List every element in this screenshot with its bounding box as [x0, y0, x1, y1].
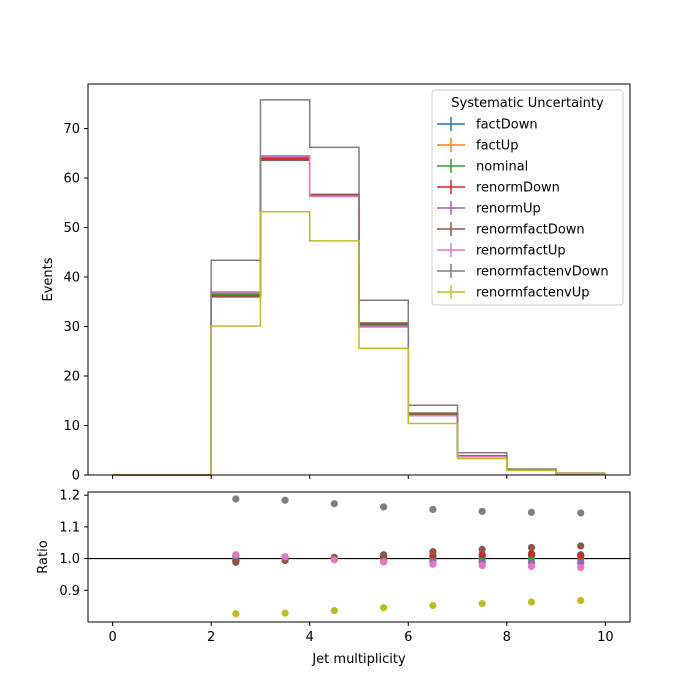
ratio-x-tick-label: 10	[597, 630, 614, 645]
events-y-tick-label: 50	[63, 221, 80, 236]
events-panel: 0 10 20 30 40 50 60 70 Events Systematic Uncert…	[41, 83, 631, 484]
events-y-tick-label: 0	[72, 469, 80, 484]
ratio-point-renormfactenvDown	[380, 503, 388, 511]
ratio-y-axis-label: Ratio	[36, 540, 51, 573]
ratio-point-renormfactenvUp	[281, 609, 289, 617]
ratio-point-renormfactDown	[429, 548, 437, 556]
ratio-x-tick-label: 4	[306, 630, 314, 645]
ratio-y-tick-label: 1.0	[59, 552, 80, 567]
ratio-point-renormfactDown	[527, 543, 536, 552]
legend-label: nominal	[476, 160, 528, 175]
ratio-y-tick-label: 0.9	[59, 584, 80, 599]
legend-label: renormfactenvDown	[476, 265, 609, 280]
ratio-point-renormfactenvUp	[527, 598, 536, 606]
ratio-point-renormfactenvDown	[577, 509, 585, 517]
ratio-x-tick-label: 0	[108, 630, 116, 645]
legend-box	[431, 89, 624, 306]
ratio-point-renormfactenvDown	[527, 508, 536, 516]
events-y-tick-label: 40	[63, 271, 80, 286]
histogram-renormfactenvUp	[112, 210, 606, 476]
legend-entry-factDown: factDown	[437, 117, 538, 133]
ratio-axes-frame	[87, 491, 631, 623]
ratio-point-renormfactenvDown	[281, 496, 289, 504]
x-axis-label: Jet multiplicity	[311, 652, 406, 667]
ratio-x-tick-label: 2	[207, 630, 215, 645]
ratio-point-renormfactUp	[232, 551, 240, 559]
ratio-y-tick-label: 1.1	[59, 520, 80, 535]
ratio-point-renormfactDown	[478, 545, 486, 553]
ratio-point-renormDown	[577, 552, 585, 560]
ratio-point-renormfactenvDown	[478, 507, 486, 515]
events-y-tick-label: 70	[63, 122, 80, 137]
ratio-point-renormfactUp	[478, 561, 486, 570]
ratio-point-renormfactenvUp	[232, 610, 240, 618]
legend-label: renormDown	[476, 181, 560, 196]
ratio-points	[232, 495, 585, 618]
ratio-point-renormfactDown	[577, 542, 585, 550]
legend-entry-nominal: nominal	[437, 159, 528, 175]
ratio-point-renormfactUp	[380, 558, 388, 566]
legend-entry-renormfactenvUp: renormfactenvUp	[437, 285, 590, 301]
legend-entry-renormUp: renormUp	[437, 201, 541, 217]
legend-label: renormUp	[476, 202, 541, 217]
events-y-tick-label: 10	[63, 419, 80, 434]
ratio-point-renormfactenvDown	[330, 500, 338, 508]
ratio-axis-ticks: 0 2 4 6 8 10 0.9 1.0 1.1 1.2	[59, 489, 613, 645]
ratio-point-renormDown	[527, 549, 536, 558]
ratio-point-renormfactenvUp	[330, 606, 338, 615]
legend-entry-factUp: factUp	[437, 138, 519, 154]
events-axis-ticks: 0 10 20 30 40 50 60 70	[63, 122, 606, 484]
ratio-point-renormfactenvUp	[429, 601, 437, 610]
legend-entry-renormfactenvDown: renormfactenvDown	[437, 264, 609, 280]
events-y-axis-label: Events	[41, 257, 56, 301]
ratio-point-renormfactUp	[577, 563, 585, 572]
ratio-point-renormfactenvDown	[232, 495, 240, 503]
legend-entries: factDown factUp nominal renormDown renormUp r…	[437, 117, 609, 301]
legend-label: factUp	[476, 139, 519, 154]
ratio-point-renormfactenvUp	[577, 596, 585, 605]
ratio-point-renormfactDown	[232, 558, 240, 566]
legend-label: factDown	[476, 118, 538, 133]
ratio-panel: 0 2 4 6 8 10 0.9 1.0 1.1 1.2 Ratio Jet multiplici…	[36, 489, 631, 667]
ratio-plot-area	[88, 492, 630, 622]
legend-entry-renormDown: renormDown	[437, 180, 560, 196]
legend-label: renormfactDown	[476, 223, 585, 238]
events-y-tick-label: 20	[63, 370, 80, 385]
ratio-point-renormfactenvUp	[380, 604, 388, 612]
ratio-point-renormfactUp	[429, 560, 437, 568]
ratio-x-tick-label: 8	[503, 630, 511, 645]
events-axes-frame	[87, 83, 631, 476]
legend: Systematic Uncertainty factDown factUp nom…	[431, 89, 624, 306]
events-y-tick-label: 60	[63, 172, 80, 187]
legend-entry-renormfactUp: renormfactUp	[437, 243, 566, 259]
events-y-tick-label: 30	[63, 320, 80, 335]
ratio-point-renormfactenvUp	[478, 600, 486, 608]
ratio-point-renormfactenvDown	[429, 505, 437, 514]
ratio-point-renormDown	[478, 550, 486, 559]
ratio-point-renormfactUp	[330, 556, 338, 564]
events-histograms	[112, 99, 606, 476]
ratio-y-tick-label: 1.2	[59, 489, 80, 504]
legend-label: renormfactenvUp	[476, 286, 590, 301]
ratio-point-renormfactUp	[281, 553, 289, 561]
legend-title: Systematic Uncertainty	[451, 96, 604, 111]
ratio-x-tick-label: 6	[404, 630, 412, 645]
legend-label: renormfactUp	[476, 244, 566, 259]
ratio-point-renormfactDown	[380, 551, 388, 559]
legend-entry-renormfactDown: renormfactDown	[437, 222, 585, 238]
ratio-point-renormfactUp	[527, 562, 536, 571]
